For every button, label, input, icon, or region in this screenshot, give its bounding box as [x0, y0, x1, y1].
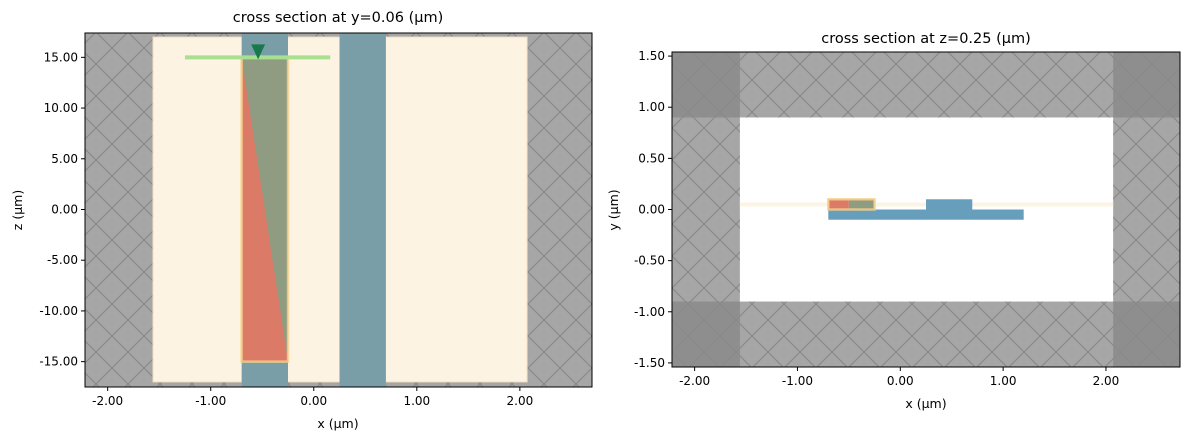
- left-axes: cross section at y=0.06 (μm) x (μm) z (μ…: [10, 10, 593, 431]
- y-tick-label: 5.00: [51, 152, 78, 166]
- pml-hatch: [739, 52, 1114, 118]
- x-tick-label: -1.00: [782, 374, 813, 388]
- y-tick-label: -5.00: [47, 253, 78, 267]
- structure-taper-triangle: [241, 57, 289, 362]
- structure-slab: [828, 209, 1024, 220]
- y-tick-label: 1.00: [638, 100, 665, 114]
- x-tick-label: -2.00: [92, 394, 123, 408]
- plot-area: [85, 33, 592, 387]
- pml-hatch: [739, 301, 1114, 367]
- structure-block-green: [848, 199, 875, 210]
- x-tick-label: 2.00: [507, 394, 534, 408]
- plot-area: [672, 52, 1180, 367]
- y-tick-label: -0.50: [634, 254, 665, 268]
- left-ylabel: z (μm): [10, 190, 25, 230]
- y-tick-label: 0.50: [638, 151, 665, 165]
- pml-hatch: [1113, 52, 1180, 367]
- y-tick-label: -10.00: [39, 304, 78, 318]
- region-outline: [827, 198, 876, 211]
- right-title: cross section at z=0.25 (μm): [821, 31, 1031, 47]
- left-title: cross section at y=0.06 (μm): [233, 10, 444, 26]
- structure-block-right: [926, 199, 973, 210]
- source-direction-arrow-icon: [251, 44, 266, 60]
- y-tick-label: -15.00: [39, 355, 78, 369]
- x-tick-label: 2.00: [1093, 374, 1120, 388]
- y-tick-label: 1.50: [638, 49, 665, 63]
- structure-block-red: [828, 199, 849, 210]
- x-tick-label: -1.00: [195, 394, 226, 408]
- right-axes: cross section at z=0.25 (μm) x (μm) y (μ…: [606, 31, 1181, 411]
- x-tick-label: 1.00: [403, 394, 430, 408]
- y-tick-label: 0.00: [51, 202, 78, 216]
- y-tick-label: -1.00: [634, 305, 665, 319]
- y-tick-label: 10.00: [44, 101, 78, 115]
- x-tick-label: 1.00: [990, 374, 1017, 388]
- right-xlabel: x (μm): [905, 396, 946, 411]
- pml-hatch: [672, 52, 740, 367]
- y-tick-label: -1.50: [634, 356, 665, 370]
- axes-frame: [84, 32, 593, 388]
- right-ylabel: y (μm): [606, 189, 621, 230]
- structure-waveguide-2: [339, 33, 386, 387]
- left-xlabel: x (μm): [317, 416, 358, 431]
- x-tick-label: -2.00: [679, 374, 710, 388]
- x-tick-label: 0.00: [300, 394, 327, 408]
- y-tick-label: 15.00: [44, 50, 78, 64]
- y-tick-label: 0.00: [638, 203, 665, 217]
- x-tick-label: 0.00: [887, 374, 914, 388]
